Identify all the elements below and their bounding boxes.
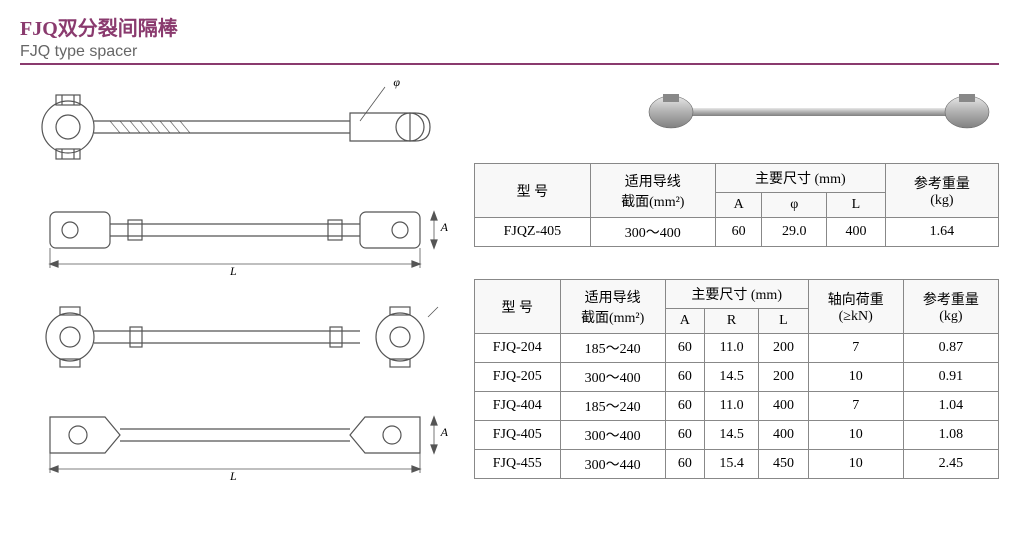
t2-h-axial-line1: 轴向荷重 <box>815 289 897 309</box>
cell-model: FJQ-404 <box>475 392 561 421</box>
table-row: FJQ-204185～2406011.020070.87 <box>475 334 999 363</box>
cell-weight: 1.08 <box>903 421 998 450</box>
dim-l-label-1: L <box>230 264 237 279</box>
cell-section: 185～240 <box>560 392 665 421</box>
cell-model: FJQ-455 <box>475 450 561 479</box>
t1-h-weight-line2: (kg) <box>892 193 992 209</box>
main-layout: φ <box>20 77 999 482</box>
tables-column: 型 号 适用导线 截面(mm²) 主要尺寸 (mm) 参考重量 (kg) A φ… <box>474 77 999 482</box>
t1-h-weight: 参考重量 (kg) <box>885 164 998 218</box>
drawing-top-view-2 <box>20 297 450 377</box>
cell-model: FJQZ-405 <box>475 218 591 247</box>
dim-a-label-2: A <box>441 425 448 440</box>
cell-weight: 0.87 <box>903 334 998 363</box>
t2-h-weight-line2: (kg) <box>910 309 992 325</box>
drawing-side-view-1: L A <box>20 192 450 277</box>
product-photo <box>639 77 999 147</box>
cell-axial: 10 <box>808 421 903 450</box>
cell-r: 11.0 <box>704 392 758 421</box>
cell-l: 400 <box>759 392 808 421</box>
cell-r: 15.4 <box>704 450 758 479</box>
t2-h-axial-line2: (≥kN) <box>815 309 897 325</box>
t2-h-a: A <box>665 309 704 334</box>
t1-h-maindim: 主要尺寸 (mm) <box>715 164 885 193</box>
t1-h-model: 型 号 <box>475 164 591 218</box>
t2-h-axial: 轴向荷重 (≥kN) <box>808 280 903 334</box>
table-spacer <box>474 247 999 279</box>
cell-axial: 7 <box>808 392 903 421</box>
cell-axial: 7 <box>808 334 903 363</box>
cell-a: 60 <box>665 421 704 450</box>
table-row: FJQ-404185～2406011.040071.04 <box>475 392 999 421</box>
t2-h-weight: 参考重量 (kg) <box>903 280 998 334</box>
table-row: FJQ-455300～4406015.4450102.45 <box>475 450 999 479</box>
t1-h-section-line1: 适用导线 <box>597 171 709 191</box>
dim-a-label-1: A <box>441 220 448 235</box>
dim-phi-label: φ <box>393 75 400 90</box>
cell-l: 200 <box>759 334 808 363</box>
drawings-column: φ <box>20 77 450 482</box>
cell-l: 400 <box>759 421 808 450</box>
cell-weight: 1.04 <box>903 392 998 421</box>
cell-section: 300～400 <box>560 421 665 450</box>
cell-r: 14.5 <box>704 363 758 392</box>
title-chinese: FJQ双分裂间隔棒 <box>20 12 999 41</box>
cell-axial: 10 <box>808 450 903 479</box>
t2-h-section-line1: 适用导线 <box>567 287 659 307</box>
cell-weight: 1.64 <box>885 218 998 247</box>
cell-weight: 2.45 <box>903 450 998 479</box>
cell-a: 60 <box>665 450 704 479</box>
dim-l-label-2: L <box>230 469 237 484</box>
cell-a: 60 <box>665 392 704 421</box>
cell-model: FJQ-204 <box>475 334 561 363</box>
t2-h-model: 型 号 <box>475 280 561 334</box>
cell-model: FJQ-205 <box>475 363 561 392</box>
title-english: FJQ type spacer <box>20 43 999 61</box>
table-row: FJQ-205300～4006014.5200100.91 <box>475 363 999 392</box>
t1-h-phi: φ <box>762 193 827 218</box>
cell-a: 60 <box>715 218 762 247</box>
t1-h-section-line2: 截面(mm²) <box>597 191 709 211</box>
cell-a: 60 <box>665 363 704 392</box>
t2-h-r: R <box>704 309 758 334</box>
cell-l: 450 <box>759 450 808 479</box>
t2-h-l: L <box>759 309 808 334</box>
cell-phi: 29.0 <box>762 218 827 247</box>
table-row: FJQ-405300～4006014.5400101.08 <box>475 421 999 450</box>
cell-r: 14.5 <box>704 421 758 450</box>
cell-l: 200 <box>759 363 808 392</box>
t1-h-l: L <box>827 193 886 218</box>
drawing-top-view-1: φ <box>20 77 450 172</box>
cell-l: 400 <box>827 218 886 247</box>
t2-h-section: 适用导线 截面(mm²) <box>560 280 665 334</box>
t1-h-section: 适用导线 截面(mm²) <box>590 164 715 218</box>
cell-a: 60 <box>665 334 704 363</box>
cell-section: 300～440 <box>560 450 665 479</box>
cell-section: 300～400 <box>590 218 715 247</box>
cell-axial: 10 <box>808 363 903 392</box>
title-divider <box>20 63 999 65</box>
spec-table-2: 型 号 适用导线 截面(mm²) 主要尺寸 (mm) 轴向荷重 (≥kN) 参考… <box>474 279 999 479</box>
spec-table-1: 型 号 适用导线 截面(mm²) 主要尺寸 (mm) 参考重量 (kg) A φ… <box>474 163 999 247</box>
cell-weight: 0.91 <box>903 363 998 392</box>
cell-section: 300～400 <box>560 363 665 392</box>
t2-h-maindim: 主要尺寸 (mm) <box>665 280 808 309</box>
cell-model: FJQ-405 <box>475 421 561 450</box>
cell-r: 11.0 <box>704 334 758 363</box>
t1-h-weight-line1: 参考重量 <box>892 173 992 193</box>
t1-h-a: A <box>715 193 762 218</box>
t2-h-section-line2: 截面(mm²) <box>567 307 659 327</box>
t2-h-weight-line1: 参考重量 <box>910 289 992 309</box>
drawing-side-view-2: L A <box>20 397 450 482</box>
table-row: FJQZ-405 300～400 60 29.0 400 1.64 <box>475 218 999 247</box>
cell-section: 185～240 <box>560 334 665 363</box>
